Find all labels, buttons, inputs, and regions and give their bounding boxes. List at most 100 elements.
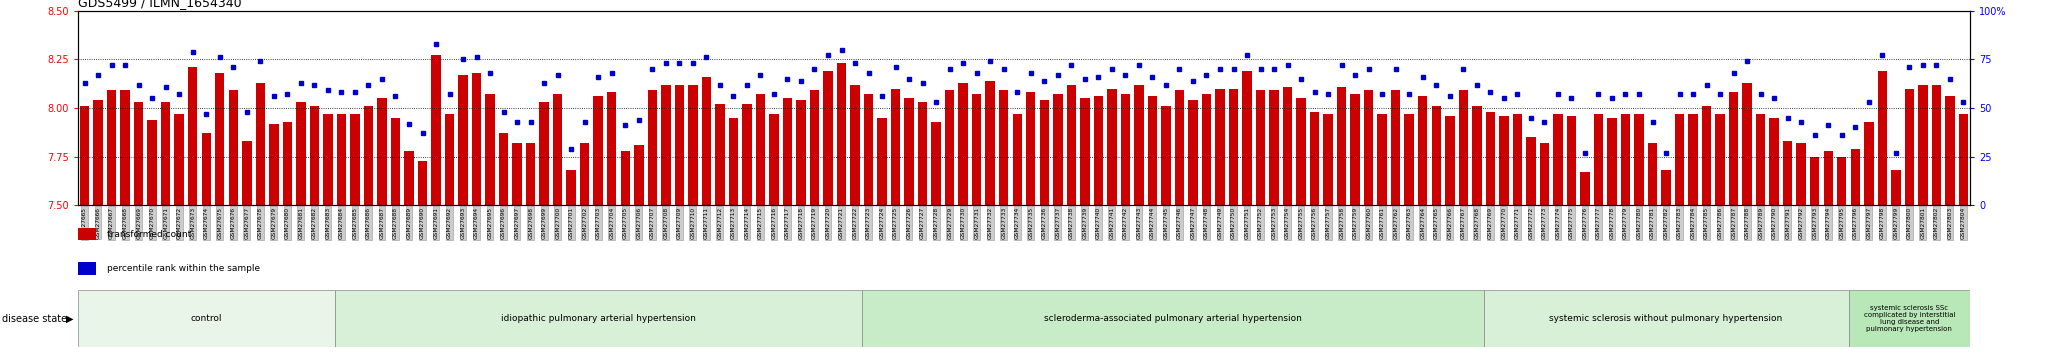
Bar [94, 100, 102, 205]
Bar [797, 100, 805, 205]
Bar [1255, 91, 1266, 205]
Bar [188, 67, 197, 205]
Bar [702, 77, 711, 205]
Bar [1214, 88, 1225, 205]
Bar [1702, 106, 1712, 205]
Bar [268, 124, 279, 205]
Bar [133, 102, 143, 205]
Bar [1147, 96, 1157, 205]
Bar [1784, 141, 1792, 205]
Bar [877, 118, 887, 205]
Bar [334, 290, 862, 347]
Bar [1958, 114, 1968, 205]
Text: scleroderma-associated pulmonary arterial hypertension: scleroderma-associated pulmonary arteria… [1044, 314, 1303, 323]
Bar [336, 114, 346, 205]
Bar [932, 122, 940, 205]
Bar [688, 85, 698, 205]
Bar [1688, 114, 1698, 205]
Text: systemic sclerosis SSc
complicated by interstitial
lung disease and
pulmonary hy: systemic sclerosis SSc complicated by in… [1864, 305, 1956, 332]
Bar [1499, 116, 1509, 205]
Bar [1161, 106, 1171, 205]
Text: percentile rank within the sample: percentile rank within the sample [106, 264, 260, 273]
Bar [756, 94, 766, 205]
Bar [1176, 91, 1184, 205]
Bar [1446, 116, 1454, 205]
Bar [1378, 114, 1386, 205]
Bar [1716, 114, 1724, 205]
Bar [715, 104, 725, 205]
Bar [1473, 106, 1481, 205]
Bar [567, 170, 575, 205]
Bar [1849, 290, 1970, 347]
Bar [823, 71, 834, 205]
Bar [850, 85, 860, 205]
Bar [1350, 94, 1360, 205]
Bar [918, 102, 928, 205]
Bar [862, 290, 1483, 347]
Bar [78, 262, 96, 275]
Bar [1540, 143, 1548, 205]
Bar [147, 120, 158, 205]
Bar [1796, 143, 1806, 205]
Bar [782, 98, 793, 205]
Bar [1649, 143, 1657, 205]
Bar [1323, 114, 1333, 205]
Text: idiopathic pulmonary arterial hypertension: idiopathic pulmonary arterial hypertensi… [502, 314, 696, 323]
Bar [1552, 114, 1563, 205]
Bar [1526, 137, 1536, 205]
Bar [944, 91, 954, 205]
Bar [1417, 96, 1427, 205]
Bar [1432, 106, 1442, 205]
Bar [1905, 88, 1915, 205]
Bar [1483, 290, 1849, 347]
Bar [1743, 82, 1751, 205]
Bar [1851, 149, 1860, 205]
Bar [985, 81, 995, 205]
Bar [78, 290, 334, 347]
Bar [1581, 172, 1589, 205]
Text: GDS5499 / ILMN_1654340: GDS5499 / ILMN_1654340 [78, 0, 242, 10]
Bar [770, 114, 778, 205]
Bar [635, 145, 643, 205]
Bar [444, 114, 455, 205]
Bar [891, 88, 901, 205]
Bar [1931, 85, 1942, 205]
Bar [594, 96, 602, 205]
Bar [1608, 118, 1616, 205]
Bar [256, 82, 264, 205]
Bar [1243, 71, 1251, 205]
Bar [958, 82, 969, 205]
Bar [162, 102, 170, 205]
Bar [1458, 91, 1468, 205]
Bar [350, 114, 360, 205]
Bar [485, 94, 496, 205]
Bar [1661, 170, 1671, 205]
Bar [512, 143, 522, 205]
Bar [1296, 98, 1307, 205]
Bar [1391, 91, 1401, 205]
Bar [1364, 91, 1374, 205]
Bar [418, 160, 428, 205]
Bar [729, 118, 737, 205]
Bar [553, 94, 563, 205]
Bar [121, 91, 129, 205]
Bar [1634, 114, 1645, 205]
Bar [78, 228, 96, 240]
Bar [215, 73, 225, 205]
Bar [1755, 114, 1765, 205]
Bar [662, 85, 670, 205]
Bar [229, 91, 238, 205]
Bar [1120, 94, 1130, 205]
Bar [809, 91, 819, 205]
Bar [1053, 94, 1063, 205]
Bar [539, 102, 549, 205]
Bar [459, 75, 467, 205]
Bar [1012, 114, 1022, 205]
Bar [1405, 114, 1413, 205]
Bar [377, 98, 387, 205]
Bar [1188, 100, 1198, 205]
Bar [1229, 88, 1239, 205]
Bar [1919, 85, 1927, 205]
Text: disease state: disease state [2, 314, 68, 324]
Bar [1946, 96, 1954, 205]
